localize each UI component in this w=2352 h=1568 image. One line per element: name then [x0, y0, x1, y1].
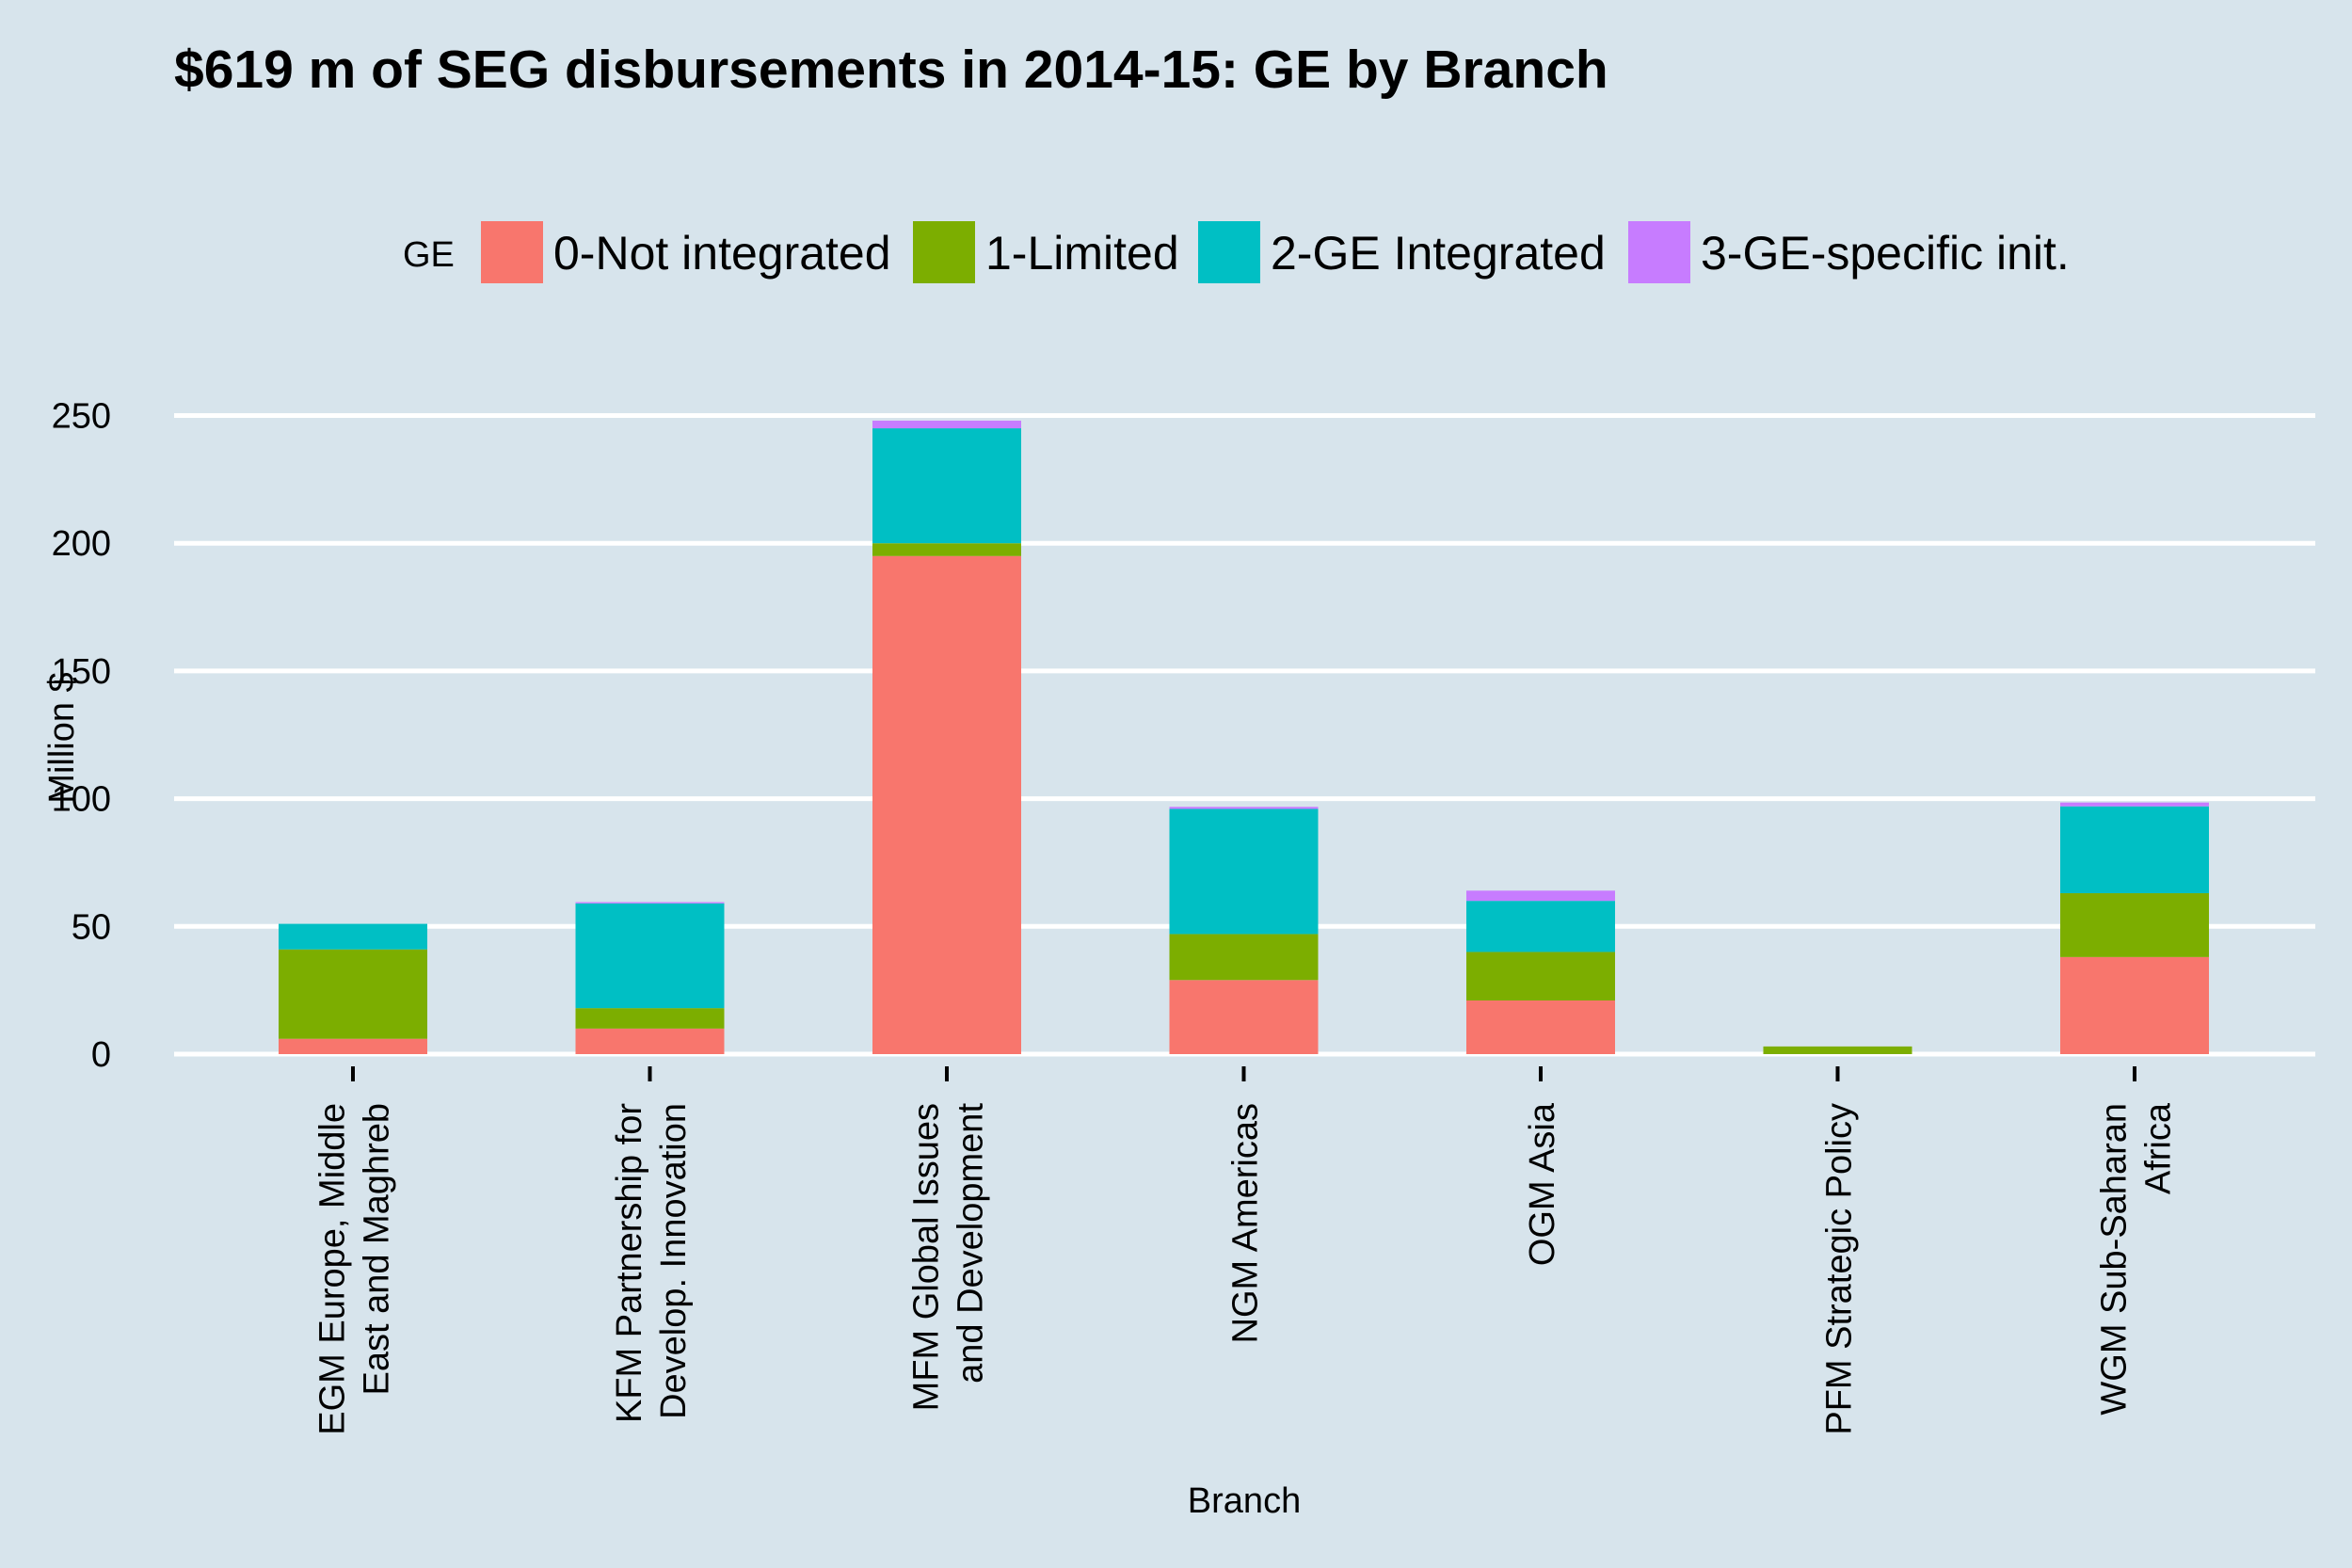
- bar-segment: [2060, 956, 2209, 1054]
- y-tick-label: 250: [52, 397, 111, 437]
- x-tick-label: MFM Global Issues: [907, 1103, 947, 1411]
- legend-key: [1198, 221, 1260, 283]
- legend-label: 2-GE Integrated: [1271, 227, 1606, 280]
- legend-label: 0-Not integrated: [553, 227, 891, 280]
- y-axis-title: Million $: [42, 672, 82, 803]
- x-tick-label: and Development: [952, 1103, 991, 1384]
- bar-segment: [1763, 1046, 1912, 1054]
- bar-segment: [575, 1008, 725, 1029]
- x-tick-label: Africa: [2139, 1102, 2179, 1194]
- y-tick-label: 100: [52, 780, 111, 820]
- x-tick-label: East and Maghreb: [358, 1103, 397, 1396]
- bar-segment: [575, 903, 725, 1009]
- legend: GE 0-Not integrated 1-Limited 2-GE Integra…: [403, 221, 2070, 283]
- legend-key: [1628, 221, 1690, 283]
- legend-key: [913, 221, 975, 283]
- bar-segment: [2060, 806, 2209, 894]
- bar-segment: [1466, 901, 1615, 952]
- chart-title: $619 m of SEG disbursements in 2014-15: …: [174, 40, 1608, 100]
- y-tick-label: 50: [72, 907, 111, 947]
- bar-segment: [872, 543, 1021, 556]
- bar-segment: [575, 1028, 725, 1054]
- bar-segment: [1169, 807, 1319, 809]
- bar-segment: [1466, 952, 1615, 1001]
- y-tick-label: 200: [52, 524, 111, 564]
- bar-segment: [1169, 934, 1319, 981]
- x-axis: EGM Europe, Middle East and Maghreb KFM Pa…: [313, 1066, 2179, 1435]
- bar-segment: [1466, 890, 1615, 902]
- bar-segment: [1466, 1000, 1615, 1054]
- bar-segment: [575, 902, 725, 904]
- legend-label: 1-Limited: [985, 227, 1179, 280]
- y-tick-label: 0: [91, 1035, 111, 1075]
- x-tick-label: WGM Sub-Saharan: [2095, 1103, 2135, 1416]
- bars: [279, 420, 2209, 1054]
- bar-segment: [1169, 980, 1319, 1054]
- bar-segment: [872, 420, 1021, 429]
- x-axis-title: Branch: [1188, 1481, 1301, 1521]
- bar-segment: [279, 949, 427, 1039]
- bar-segment: [872, 555, 1021, 1054]
- y-tick-label: 150: [52, 652, 111, 692]
- bar-segment: [1169, 808, 1319, 935]
- bar-segment: [279, 1038, 427, 1054]
- bar-segment: [2060, 893, 2209, 957]
- x-tick-label: PFM Strategic Policy: [1820, 1103, 1860, 1435]
- legend-title: GE: [403, 235, 455, 275]
- x-tick-label: Develop. Innovation: [654, 1103, 694, 1419]
- x-tick-label: KFM Partnership for: [610, 1103, 649, 1423]
- bar-segment: [2060, 802, 2209, 807]
- y-axis: 0 50 100 150 200 250: [52, 397, 111, 1076]
- x-tick-label: NGM Americas: [1226, 1103, 1266, 1343]
- bar-segment: [279, 923, 427, 950]
- x-tick-label: OGM Asia: [1523, 1102, 1562, 1266]
- x-tick-label: EGM Europe, Middle: [313, 1103, 353, 1435]
- legend-key: [481, 221, 543, 283]
- legend-label: 3-GE-specific init.: [1701, 227, 2070, 280]
- bar-segment: [872, 428, 1021, 544]
